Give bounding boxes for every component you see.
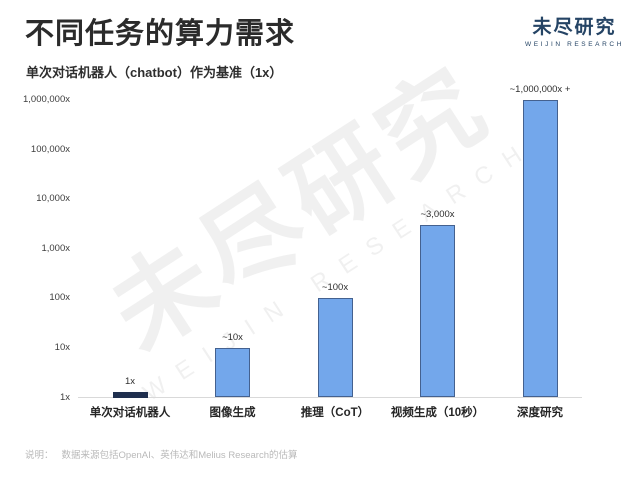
y-axis-tick-label: 1x bbox=[59, 391, 70, 403]
x-axis-category-label: 图像生成 bbox=[209, 407, 256, 419]
source-note-text: 数据来源包括OpenAI、英伟达和Melius Research的估算 bbox=[61, 450, 298, 461]
y-axis-tick-label: 10x bbox=[54, 341, 70, 353]
bar-3-task bbox=[317, 298, 353, 398]
bar-value-label: ~100x bbox=[321, 282, 349, 294]
y-axis-tick-label: 100,000x bbox=[30, 143, 70, 155]
brand-logo-english: WEIJIN RESEARCH bbox=[525, 41, 624, 48]
bar-5-task bbox=[522, 99, 558, 398]
x-axis-category-label: 单次对话机器人 bbox=[89, 407, 171, 419]
y-axis-tick-label: 1,000,000x bbox=[22, 93, 70, 105]
source-note: 说明： 数据来源包括OpenAI、英伟达和Melius Research的估算 bbox=[25, 447, 297, 461]
page-title: 不同任务的算力需求 bbox=[25, 18, 296, 50]
bar-value-label: ~10x bbox=[222, 331, 243, 343]
x-axis-category-label: 视频生成（10秒） bbox=[390, 407, 485, 419]
x-axis-category-label: 推理（CoT） bbox=[300, 407, 370, 419]
source-note-label: 说明： bbox=[25, 450, 54, 461]
bar-value-label: 1x bbox=[124, 376, 136, 387]
y-axis-tick-label: 10,000x bbox=[36, 193, 70, 205]
bar-4-task bbox=[420, 225, 455, 398]
brand-logo: 未尽研究 WEIJIN RESEARCH bbox=[525, 12, 624, 48]
brand-logo-chinese: 未尽研究 bbox=[532, 17, 617, 38]
bar-value-label: ~1,000,000x + bbox=[509, 83, 571, 95]
bar-1-chatbot-baseline bbox=[112, 392, 148, 398]
y-axis-tick-label: 100x bbox=[49, 292, 70, 304]
bar-value-label: ~3,000x bbox=[420, 209, 455, 221]
x-axis-baseline bbox=[78, 397, 582, 398]
x-axis-category-label: 深度研究 bbox=[517, 407, 563, 419]
chart-subtitle: 单次对话机器人（chatbot）作为基准（1x） bbox=[26, 65, 283, 80]
y-axis-tick-label: 1,000x bbox=[41, 242, 70, 254]
bar-2-task bbox=[215, 347, 250, 398]
